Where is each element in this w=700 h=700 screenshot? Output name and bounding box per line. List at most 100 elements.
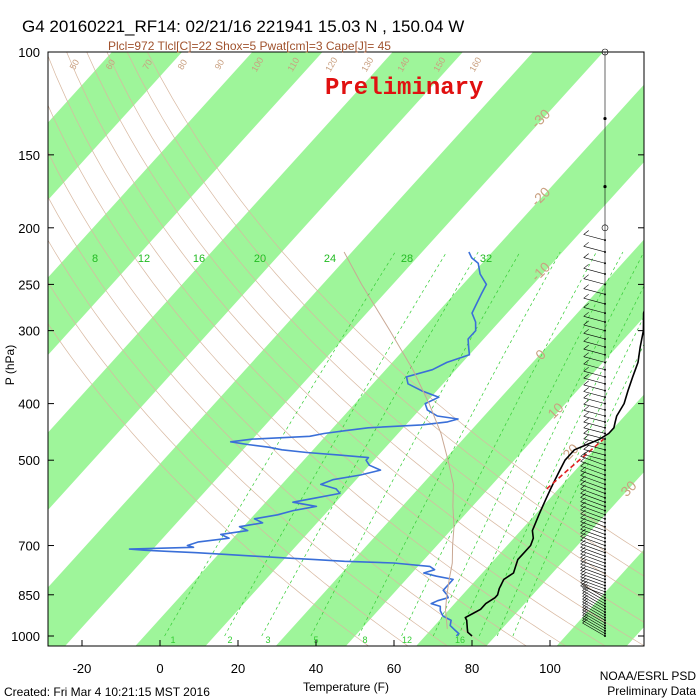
- wind-barb-dot: [604, 584, 606, 587]
- wind-barb-dot: [604, 568, 606, 571]
- calm-wind-marker: [601, 224, 609, 232]
- wind-barb-dot: [604, 438, 606, 441]
- wind-barb-staff: [580, 543, 606, 553]
- wind-barb-flag: [582, 613, 588, 619]
- x-tick-label: 100: [539, 661, 561, 676]
- mixing-ratio-bottom-label: 2: [227, 635, 232, 645]
- wind-barb-dot: [604, 581, 606, 584]
- wind-barb-flag: [583, 450, 589, 455]
- wind-barb-staff: [582, 593, 606, 607]
- series-line-temperature: [464, 308, 644, 637]
- wind-barb-dot: [604, 312, 606, 315]
- wind-barb-flag: [580, 532, 586, 537]
- theta-label: 80: [176, 58, 190, 72]
- wind-barb-flag: [583, 445, 589, 450]
- wind-barb-staff: [580, 479, 606, 490]
- wind-barb-flag: [583, 387, 589, 392]
- wind-barb-staff: [582, 609, 606, 624]
- wind-barb-flag: [580, 525, 586, 530]
- wind-barb-dot: [604, 293, 606, 296]
- mixing-ratio-label: 24: [324, 253, 336, 265]
- wind-barb-staff: [583, 341, 606, 348]
- mixing-ratio-label: 12: [138, 253, 150, 265]
- mixing-ratio-label: 28: [401, 253, 413, 265]
- wind-barb-flag: [580, 549, 586, 555]
- wind-barb-staff: [580, 557, 606, 567]
- y-tick-label: 400: [18, 397, 40, 412]
- wind-barb-dot: [604, 635, 606, 637]
- wind-barb-staff: [580, 550, 606, 560]
- wind-barb-flag: [583, 293, 589, 299]
- wind-barb-staff: [583, 416, 606, 423]
- isotherm-band: [135, 84, 644, 646]
- wind-barb-staff: [580, 505, 606, 516]
- wind-barb-dot: [604, 624, 606, 627]
- wind-barb-dot: [604, 302, 606, 305]
- wind-barb-staff: [580, 570, 606, 580]
- mixing-ratio-label: 32: [480, 253, 492, 265]
- wind-barb-dot: [604, 408, 606, 411]
- x-tick-label: 0: [156, 661, 163, 676]
- wind-barb-flag: [580, 513, 586, 519]
- wind-barb-dot: [604, 505, 606, 508]
- x-tick-label: 80: [465, 661, 479, 676]
- wind-barb-flag: [583, 230, 589, 235]
- wind-barb-flag: [583, 312, 589, 317]
- guide-lines: [48, 52, 644, 646]
- wind-barb-dot: [604, 575, 606, 578]
- wind-barb-flag: [580, 497, 586, 502]
- wind-barb-staff: [583, 356, 606, 363]
- x-tick-label: 60: [387, 661, 401, 676]
- wind-barb-dot: [604, 487, 606, 490]
- wind-barb-dot: [604, 611, 606, 614]
- wind-barb-flag: [582, 608, 588, 613]
- wind-barb-staff: [582, 617, 606, 632]
- wind-barb-staff: [580, 563, 606, 574]
- wind-barb-staff: [582, 598, 606, 613]
- wind-barb-staff: [580, 553, 606, 564]
- wind-barb-flag: [583, 412, 589, 417]
- wind-barb-staff: [583, 348, 606, 356]
- mixing-ratio-label: 8: [92, 253, 98, 265]
- wind-barb-dot: [604, 627, 606, 630]
- wind-barb-staff: [580, 529, 606, 539]
- dry-adiabat-line: [48, 239, 449, 646]
- wind-barb-staff: [583, 454, 606, 461]
- wind-barb-dot: [604, 558, 606, 561]
- wind-barb-dot: [604, 492, 606, 495]
- wind-barb-dot: [604, 593, 606, 596]
- wind-barb-flag: [583, 399, 589, 405]
- wind-barb-dot: [604, 389, 606, 392]
- wind-barb-flag: [583, 366, 589, 372]
- y-tick-label: 300: [18, 324, 40, 339]
- wind-barb-staff: [583, 410, 606, 417]
- footer-org: NOAA/ESRL PSD: [600, 669, 697, 683]
- dry-adiabat-line: [48, 323, 370, 646]
- wind-barb-staff: [583, 377, 606, 385]
- wind-barb-flag: [583, 274, 589, 279]
- wind-barb-staff: [580, 576, 606, 586]
- wind-barb-flag: [580, 480, 586, 485]
- wind-barb-dot: [604, 250, 606, 253]
- wind-barb-staff: [583, 333, 606, 340]
- wind-barb-dot: [604, 239, 606, 242]
- chart-subtitle: Plcl=972 Tlcl[C]=22 Shox=5 Pwat[cm]=3 Ca…: [108, 39, 391, 53]
- wind-barb-dot: [604, 382, 606, 385]
- plot-frame: [47, 51, 645, 647]
- mixing-ratio-bottom-label: 1: [170, 635, 175, 645]
- wind-barb-dot: [604, 459, 606, 462]
- wind-barb-flag: [580, 517, 586, 522]
- wind-barb-dot: [604, 619, 606, 622]
- theta-label: 160: [467, 55, 483, 73]
- series-line-dewpoint: [128, 251, 488, 637]
- dry-adiabat-line: [48, 281, 409, 646]
- wind-barb-dot: [604, 599, 606, 602]
- dry-adiabat-line: [146, 52, 644, 554]
- wind-barb-flag: [580, 475, 586, 481]
- wind-barb-staff: [582, 604, 606, 618]
- mixing-ratio-bottom-label: 12: [402, 635, 412, 645]
- wind-barb-dot: [604, 443, 606, 446]
- wind-barb-flag: [580, 501, 586, 507]
